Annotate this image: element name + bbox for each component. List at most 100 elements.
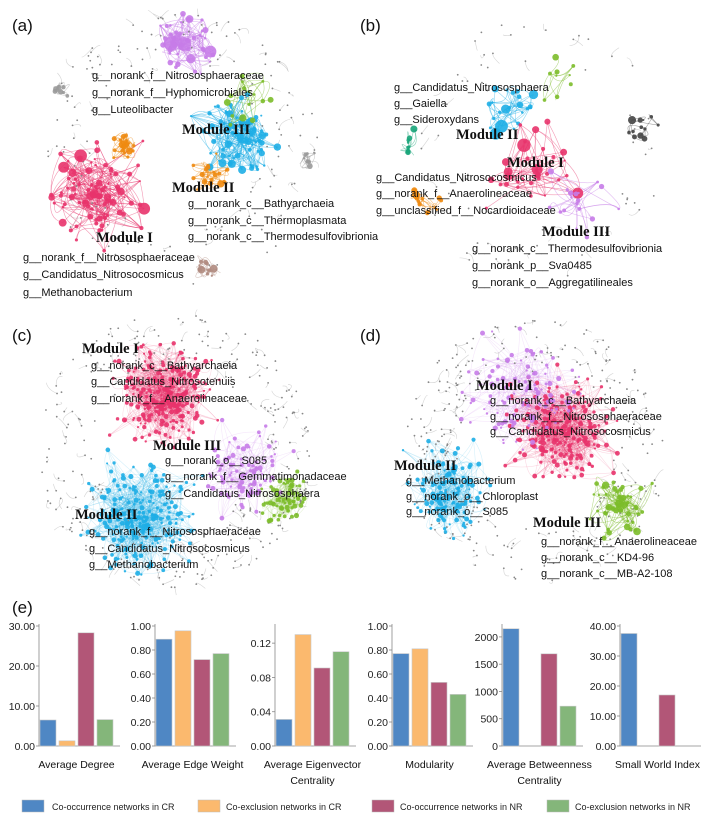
network-node	[232, 156, 236, 160]
network-node	[264, 52, 267, 55]
network-node	[577, 206, 582, 211]
network-node	[186, 47, 191, 52]
network-edge	[58, 418, 68, 428]
network-node	[235, 116, 238, 119]
network-node	[234, 560, 236, 563]
network-node	[250, 403, 253, 405]
network-node	[163, 250, 166, 252]
network-node	[136, 388, 140, 391]
network-node	[140, 573, 143, 576]
network-edge	[544, 65, 574, 101]
network-node	[234, 152, 241, 159]
network-node	[178, 538, 182, 541]
network-node	[183, 571, 185, 573]
network-node	[456, 73, 459, 76]
network-node	[118, 488, 122, 492]
network-node	[191, 430, 196, 435]
network-edge	[128, 239, 139, 243]
network-edge	[550, 171, 580, 210]
network-node	[467, 207, 470, 210]
network-node	[435, 210, 438, 213]
network-node	[244, 140, 249, 144]
network-edge	[622, 463, 629, 471]
network-node	[270, 458, 275, 464]
network-edge	[241, 79, 250, 84]
network-node	[179, 21, 183, 24]
network-node	[256, 339, 259, 342]
network-node	[517, 138, 531, 152]
network-node	[65, 435, 67, 438]
network-node	[492, 116, 496, 121]
network-node	[240, 505, 245, 510]
network-edge	[94, 158, 104, 184]
network-node	[170, 586, 173, 589]
network-node	[274, 440, 277, 443]
network-node	[201, 319, 203, 322]
network-node	[248, 376, 251, 379]
network-edge	[104, 213, 142, 229]
network-node	[187, 428, 191, 432]
network-node	[147, 350, 152, 354]
network-node	[204, 37, 207, 40]
network-node	[276, 538, 278, 541]
network-edge	[434, 135, 439, 141]
network-node	[181, 518, 184, 522]
network-edge	[79, 143, 90, 154]
network-node	[209, 65, 211, 67]
network-node	[184, 37, 191, 44]
network-node	[277, 155, 280, 158]
network-node	[269, 407, 272, 409]
network-node	[86, 67, 88, 70]
network-edge	[421, 395, 428, 406]
network-edge	[255, 141, 259, 167]
network-node	[139, 505, 145, 511]
network-edge	[190, 115, 257, 167]
network-node	[55, 415, 58, 418]
network-node	[247, 102, 251, 106]
network-node	[89, 486, 95, 492]
network-node	[260, 98, 266, 104]
network-node	[168, 24, 172, 27]
network-node	[629, 114, 631, 117]
network-node	[171, 42, 178, 49]
network-node	[285, 416, 288, 419]
network-edge	[230, 81, 263, 97]
network-node	[480, 31, 483, 34]
network-node	[249, 507, 252, 510]
network-edge	[520, 124, 548, 174]
network-node	[150, 243, 152, 246]
network-node	[229, 106, 233, 109]
network-edge	[485, 545, 494, 556]
network-node	[529, 194, 533, 198]
network-node	[555, 74, 558, 77]
network-node	[273, 143, 282, 151]
network-node	[176, 52, 180, 56]
network-node	[188, 356, 191, 359]
network-node	[109, 327, 112, 330]
network-node	[113, 171, 119, 177]
network-node	[215, 21, 218, 24]
network-node	[244, 443, 250, 449]
network-nodes	[405, 24, 660, 277]
network-node	[90, 191, 98, 199]
network-node	[249, 509, 252, 512]
network-node	[541, 146, 546, 151]
network-node	[224, 140, 233, 148]
network-node	[195, 188, 199, 191]
network-edge	[486, 156, 554, 209]
network-node	[489, 127, 502, 140]
network-node	[70, 522, 73, 524]
network-node	[605, 231, 607, 234]
network-node	[90, 161, 93, 164]
network-node	[241, 86, 247, 91]
network-edge	[51, 194, 105, 215]
network-node	[85, 365, 88, 367]
network-node	[77, 155, 83, 162]
network-node	[94, 485, 97, 488]
network-node	[205, 261, 209, 266]
network-node	[259, 129, 264, 133]
network-edge	[453, 400, 464, 410]
network-node	[435, 186, 438, 188]
network-node	[627, 130, 631, 135]
network-node	[103, 193, 112, 201]
